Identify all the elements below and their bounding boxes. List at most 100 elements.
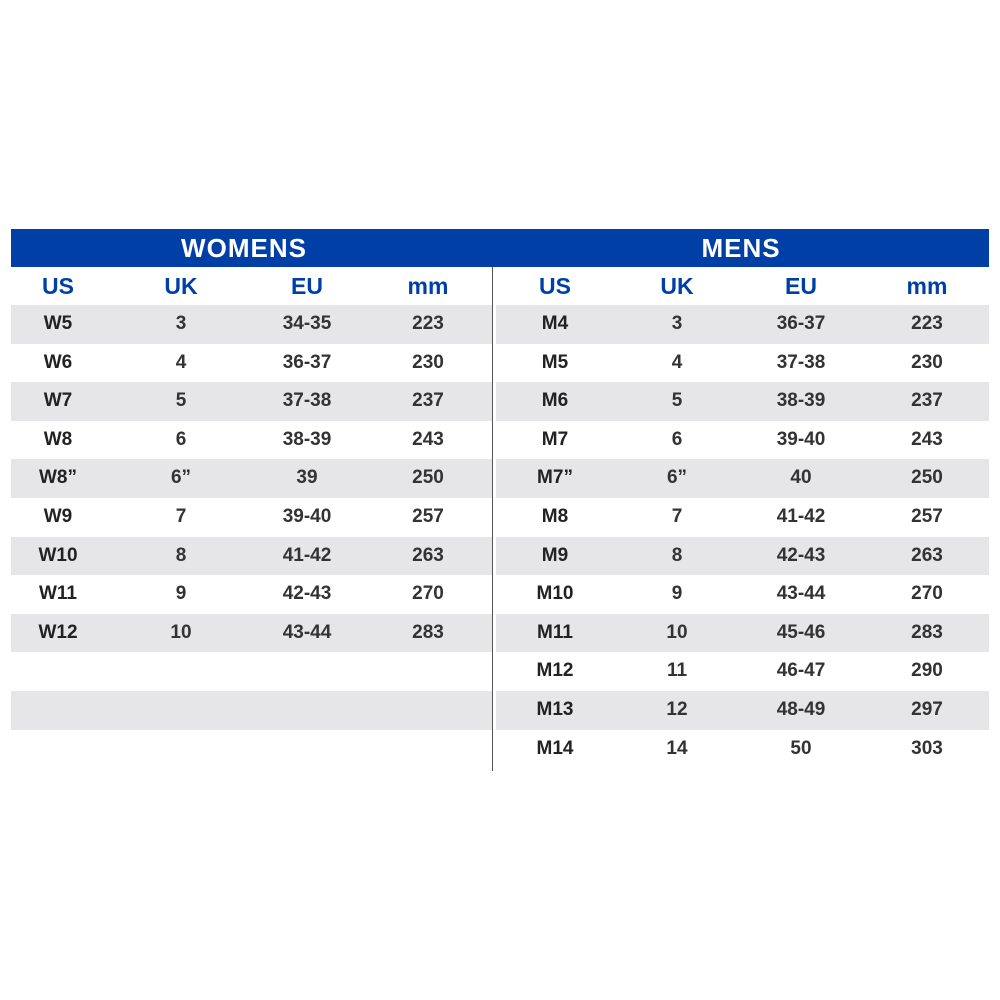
mens-uk-cell: 6” [666,467,688,489]
womens-eu-cell: 42-43 [282,583,332,605]
mens-uk-cell: 6 [671,428,683,450]
mens-us-cell: M7 [541,428,569,450]
mens-eu-cell: 46-47 [776,660,826,682]
title-bar: WOMENS MENS [11,229,989,267]
womens-eu-cell: 36-37 [282,351,332,373]
womens-mm-cell: mm [407,273,449,299]
womens-table-row: W11 9 42-43 270 [11,575,493,614]
mens-table-row: M9 8 42-43 263 [496,536,989,576]
mens-us-cell: M7” [537,467,573,489]
mens-us-cell: M13 [536,699,574,720]
mens-table-row: M7” 6” 40 250 [496,459,989,498]
womens-us-cell: W5 [43,313,73,334]
womens-table-row: W6 4 36-37 230 [11,344,493,383]
womens-uk-cell: 7 [175,506,187,527]
mens-eu-cell: 42-43 [776,544,826,566]
mens-mm-cell: 303 [911,737,943,759]
womens-header-row: US UK EU mm [11,267,493,306]
mens-eu-cell: 38-39 [776,390,826,412]
womens-uk-cell: 5 [175,390,187,412]
mens-table-row: M14 14 50 303 [496,730,989,769]
womens-mm-cell: 230 [412,351,444,373]
womens-mm-cell: 237 [412,390,444,412]
mens-eu-cell: 37-38 [776,351,826,373]
mens-mm-cell: 257 [911,506,943,527]
mens-us-cell: M12 [536,660,574,682]
womens-table-row: W8 6 38-39 243 [11,421,493,460]
mens-title: MENS [701,233,781,263]
womens-uk-cell: 6” [170,467,192,489]
womens-us-cell: W12 [38,621,78,643]
womens-table-row: W7 5 37-38 237 [11,382,493,421]
womens-table-row: W10 8 41-42 263 [11,536,493,576]
mens-eu-cell: 41-42 [776,506,826,527]
mens-table-row: M11 10 45-46 283 [496,613,989,653]
womens-mm-cell: 243 [412,428,444,450]
mens-table-row: M13 12 48-49 297 [496,691,989,730]
womens-us-cell: W6 [43,351,73,373]
mens-uk-cell: UK [660,273,694,299]
womens-table-row: W8” 6” 39 250 [11,459,493,498]
womens-mm-cell: 223 [412,313,444,334]
mens-us-cell: US [539,273,571,299]
mens-uk-cell: 10 [666,621,688,643]
womens-eu-cell: 34-35 [282,313,332,334]
mens-mm-cell: 270 [911,583,943,605]
womens-eu-cell: 43-44 [282,621,332,643]
womens-uk-cell: UK [164,273,198,299]
mens-table-row: M4 3 36-37 223 [496,305,989,344]
mens-mm-cell: 283 [911,621,943,643]
mens-us-cell: M10 [536,583,574,605]
mens-eu-cell: 50 [790,737,812,759]
womens-eu-cell: 39-40 [282,506,332,527]
womens-eu-cell: EU [291,273,323,299]
womens-eu-cell: 37-38 [282,390,332,412]
mens-eu-cell: 43-44 [776,583,826,605]
womens-uk-cell: 4 [175,351,187,373]
womens-us-cell: US [42,273,74,299]
mens-uk-cell: 4 [671,351,683,373]
womens-table-row [11,652,493,691]
womens-mm-cell: 250 [412,467,444,489]
mens-mm-cell: 237 [911,390,943,412]
womens-us-cell: W11 [38,583,78,605]
womens-table-row [11,691,493,730]
mens-us-cell: M14 [536,737,574,759]
mens-mm-cell: 263 [911,544,943,566]
mens-uk-cell: 8 [671,544,683,566]
mens-header-row: US UK EU mm [496,267,989,306]
womens-table-row: W5 3 34-35 223 [11,305,493,344]
womens-us-cell: W8” [39,467,77,489]
womens-uk-cell: 3 [175,313,187,334]
mens-uk-cell: 5 [671,390,683,412]
mens-table-row: M5 4 37-38 230 [496,344,989,383]
mens-eu-cell: 36-37 [776,313,826,334]
mens-us-cell: M9 [541,544,569,566]
mens-eu-cell: 45-46 [776,621,826,643]
mens-us-cell: M8 [541,506,569,527]
womens-us-cell: W8 [43,428,73,450]
mens-us-cell: M6 [541,390,569,412]
mens-mm-cell: 230 [911,351,943,373]
mens-table-row: M10 9 43-44 270 [496,575,989,614]
womens-table-row: W9 7 39-40 257 [11,498,493,537]
womens-mm-cell: 263 [412,544,444,566]
mens-mm-cell: mm [906,273,948,299]
womens-mm-cell: 257 [412,506,444,527]
mens-mm-cell: 223 [911,313,943,334]
mens-us-cell: M4 [541,313,569,334]
womens-us-cell: W7 [43,390,73,412]
womens-us-cell: W9 [43,506,73,527]
mens-mm-cell: 250 [911,467,943,489]
womens-title: WOMENS [181,233,307,263]
mens-us-cell: M11 [537,621,573,643]
mens-eu-cell: EU [785,273,817,299]
mens-eu-cell: 48-49 [776,699,826,720]
column-divider [492,267,493,771]
womens-us-cell: W10 [38,544,78,566]
mens-uk-cell: 11 [666,660,688,682]
womens-eu-cell: 38-39 [282,428,332,450]
mens-table-row: M8 7 41-42 257 [496,498,989,537]
womens-uk-cell: 9 [175,583,187,605]
mens-uk-cell: 14 [666,737,688,759]
